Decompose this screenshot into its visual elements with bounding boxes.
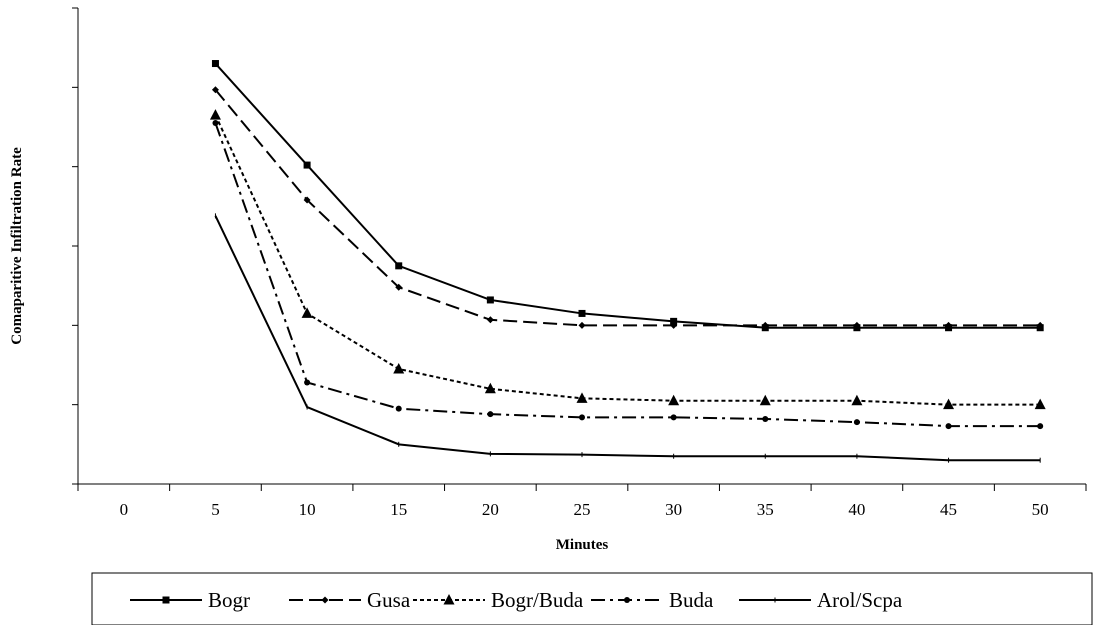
data-point — [211, 60, 219, 68]
x-tick-labels: 0 5 10 15 20 25 30 35 40 45 50 — [120, 500, 1049, 519]
legend-label: Bogr — [208, 588, 250, 612]
data-point — [943, 398, 955, 410]
data-point — [761, 321, 769, 329]
x-tick-label: 10 — [299, 500, 316, 519]
series-line — [214, 89, 1041, 327]
data-point — [303, 196, 311, 204]
series-line — [214, 114, 1041, 406]
data-point — [301, 307, 313, 318]
legend-label: Bogr/Buda — [491, 588, 584, 612]
series-buda — [212, 120, 1044, 430]
series-line — [214, 122, 1041, 428]
data-point — [762, 415, 769, 422]
data-point — [303, 161, 311, 169]
data-point — [624, 597, 630, 603]
data-point — [395, 283, 403, 291]
data-point — [1034, 398, 1046, 410]
data-point — [211, 86, 219, 94]
legend-label: Arol/Scpa — [817, 588, 903, 612]
data-point — [212, 120, 219, 127]
legend-item: Arol/Scpa — [739, 588, 903, 612]
data-point — [579, 414, 585, 421]
data-point — [670, 414, 677, 421]
series-gusa — [211, 86, 1044, 329]
x-tick-label: 50 — [1032, 500, 1049, 519]
data-point — [853, 321, 861, 329]
legend: Bogr Gusa Bogr/Buda Buda Arol/Scpa — [91, 572, 1093, 625]
data-point — [1036, 321, 1044, 329]
legend-label: Buda — [669, 588, 714, 612]
legend-item: Buda — [591, 588, 714, 612]
series-line — [214, 62, 1041, 329]
data-point — [578, 309, 586, 317]
data-point — [853, 419, 860, 426]
data-point — [486, 316, 494, 324]
data-point — [209, 109, 221, 120]
data-point — [759, 394, 771, 406]
series-bogr — [211, 60, 1044, 332]
data-point — [1037, 423, 1044, 430]
legend-item: Bogr/Buda — [413, 588, 584, 612]
data-point — [395, 405, 402, 412]
data-point — [321, 596, 329, 604]
plot-area: 0 5 10 15 20 25 30 35 40 45 50 — [72, 7, 1087, 519]
series-group — [209, 60, 1046, 463]
x-tick-label: 30 — [665, 500, 682, 519]
data-point — [487, 411, 494, 418]
series-line — [214, 215, 1041, 462]
data-point — [670, 317, 678, 325]
x-tick-label: 0 — [120, 500, 129, 519]
x-tick-label: 20 — [482, 500, 499, 519]
legend-item: Bogr — [130, 588, 250, 612]
x-tick-label: 25 — [574, 500, 591, 519]
data-point — [578, 321, 586, 329]
data-point — [162, 596, 170, 604]
y-axis-title: Comaparitive Infiltration Rate — [9, 147, 25, 345]
data-point — [670, 321, 678, 329]
data-point — [484, 382, 496, 394]
data-point — [395, 262, 403, 270]
data-point — [945, 321, 953, 329]
x-axis-ticks — [77, 484, 1087, 491]
legend-item: Gusa — [289, 588, 411, 612]
x-tick-label: 45 — [940, 500, 957, 519]
legend-items: Bogr Gusa Bogr/Buda Buda Arol/Scpa — [130, 588, 903, 612]
data-point — [851, 394, 863, 406]
y-axis-ticks — [72, 7, 78, 485]
data-point — [304, 379, 311, 386]
data-point — [443, 594, 455, 605]
x-axis-title: Minutes — [556, 537, 609, 553]
data-point — [668, 394, 680, 406]
x-tick-label: 15 — [390, 500, 407, 519]
x-tick-label: 5 — [211, 500, 220, 519]
data-point — [576, 392, 588, 403]
series-arol-scpa — [214, 213, 1041, 463]
x-tick-label: 35 — [757, 500, 774, 519]
data-point — [486, 296, 494, 304]
data-point — [393, 362, 405, 374]
legend-label: Gusa — [367, 588, 411, 612]
series-bogr-buda — [209, 109, 1046, 410]
data-point — [945, 423, 952, 430]
x-tick-label: 40 — [848, 500, 865, 519]
